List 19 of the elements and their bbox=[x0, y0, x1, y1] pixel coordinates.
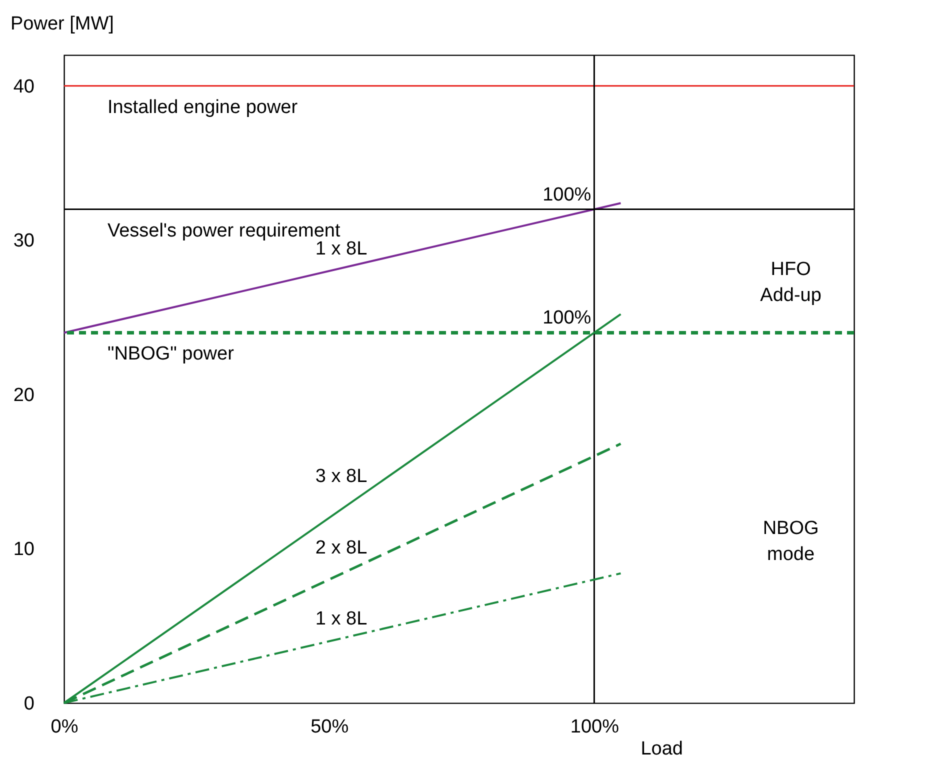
series-label: 2 x 8L bbox=[315, 537, 368, 558]
annotation: HFO Add-up bbox=[760, 258, 822, 306]
x-tick-label: 0% bbox=[50, 716, 78, 738]
x-axis-title: Load bbox=[640, 738, 683, 760]
series-label: 3 x 8L bbox=[315, 466, 368, 488]
ref-line-label: "NBOG" power bbox=[107, 344, 235, 365]
y-tick-label: 40 bbox=[13, 76, 34, 98]
annotation: 100% bbox=[542, 184, 592, 206]
y-axis-title: Power [MW] bbox=[10, 14, 114, 34]
annotation: NBOG mode bbox=[762, 518, 819, 566]
y-tick-label: 10 bbox=[13, 539, 34, 560]
annotation: 100% bbox=[542, 308, 592, 329]
x-tick-label: 100% bbox=[570, 716, 620, 738]
y-tick-label: 0 bbox=[24, 694, 34, 714]
y-tick-label: 30 bbox=[13, 230, 34, 252]
ref-line-label: Installed engine power bbox=[107, 96, 298, 118]
series-label: 1 x 8L bbox=[315, 608, 368, 630]
y-tick-label: 20 bbox=[13, 384, 34, 406]
x-tick-label: 50% bbox=[310, 716, 349, 738]
